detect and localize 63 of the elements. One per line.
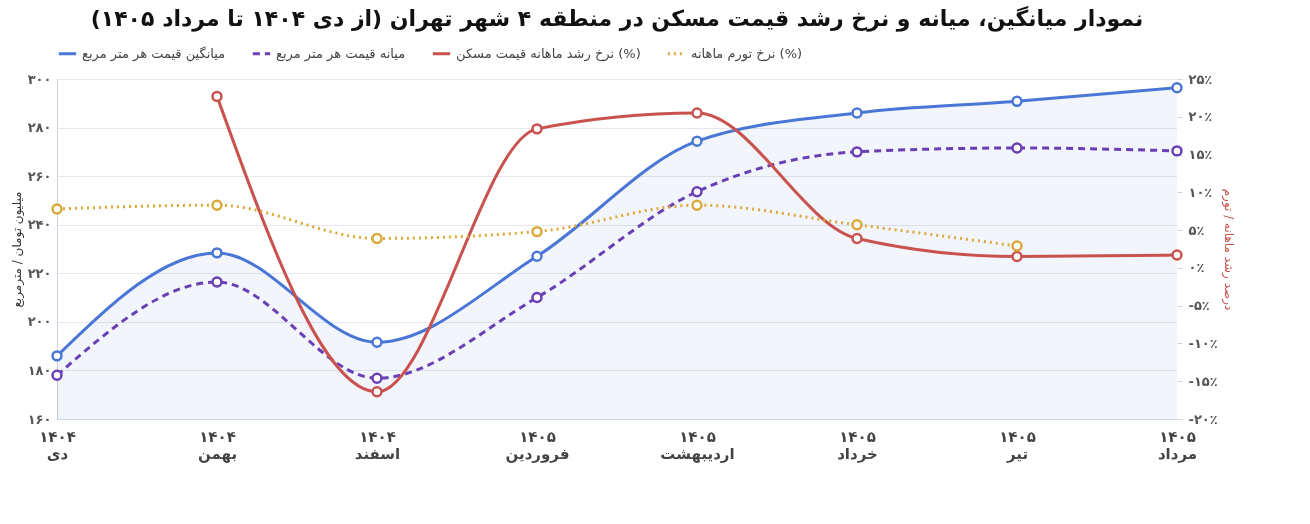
y2-tick-label: ۵٪	[1188, 222, 1205, 238]
legend-label: نرخ رشد ماهانه قیمت مسکن (%)	[456, 45, 641, 62]
point	[851, 107, 863, 119]
y-tick-label: ۲۸۰	[27, 120, 52, 136]
y2-tick-label: -۱۰٪	[1188, 335, 1218, 351]
point	[691, 185, 703, 198]
point	[51, 203, 63, 215]
x-tick-label: ۱۴۰۴ بهمن	[197, 427, 238, 463]
point	[851, 146, 863, 158]
point	[1011, 142, 1023, 154]
y2-tick-label: ۱۵٪	[1188, 147, 1213, 163]
point	[691, 135, 703, 147]
chart-title: نمودار میانگین، میانه و نرخ رشد قیمت مسکن در منطقه ۴ شهر تهران (از دی ۱۴۰۴ تا مرداد ۱۴۰۵)	[90, 5, 1144, 32]
y2-tick-label: -۲۰٪	[1188, 411, 1218, 427]
point	[1171, 145, 1183, 157]
x-tick-label: ۱۴۰۴ اسفند	[354, 427, 401, 463]
point	[1171, 82, 1183, 94]
legend-label: نرخ تورم ماهانه (%)	[691, 45, 803, 62]
y2-tick-label: -۵٪	[1188, 298, 1210, 314]
y2-tick-label: ۱۰٪	[1188, 184, 1213, 200]
x-tick-label: ۱۴۰۵ تیر	[999, 427, 1036, 463]
y-tick-label: ۲۲۰	[27, 265, 52, 281]
y2-tick-label: ۰٪	[1188, 260, 1205, 276]
y-tick-label: ۲۰۰	[27, 314, 52, 330]
y-tick-label: ۳۰۰	[27, 71, 52, 87]
point	[211, 247, 223, 259]
x-tick-label: ۱۴۰۴ دی	[39, 427, 76, 463]
point	[531, 123, 543, 135]
point	[531, 250, 543, 262]
point	[211, 90, 223, 103]
point	[211, 199, 223, 211]
point	[371, 336, 383, 348]
point	[691, 199, 703, 211]
point	[371, 386, 383, 398]
point	[531, 291, 543, 304]
point	[371, 372, 383, 384]
y-tick-label: ۲۴۰	[27, 217, 52, 233]
point	[1171, 249, 1183, 261]
point	[371, 232, 383, 245]
y-axis-title: میلیون تومان / مترمربع	[9, 191, 25, 308]
point	[1011, 240, 1023, 252]
y-tick-label: ۱۶۰	[27, 411, 52, 427]
legend-label: میانه قیمت هر متر مربع	[276, 45, 406, 62]
point	[1011, 250, 1023, 263]
point	[691, 107, 703, 119]
y-tick-label: ۲۶۰	[27, 168, 52, 184]
y2-tick-label: -۱۵٪	[1188, 373, 1218, 389]
point	[51, 369, 63, 381]
y-tick-label: ۱۸۰	[27, 362, 52, 378]
x-tick-label: ۱۴۰۵ فروردین	[505, 427, 570, 463]
point	[851, 219, 863, 231]
point	[851, 232, 863, 245]
y2-axis-title: درصد رشد ماهانه / تورم	[1220, 188, 1236, 311]
x-tick-label: ۱۴۰۵ مرداد	[1157, 427, 1198, 463]
point	[51, 350, 63, 362]
legend-label: میانگین قیمت هر متر مربع	[82, 45, 226, 62]
point	[531, 225, 543, 238]
y2-tick-label: ۲۵٪	[1188, 71, 1213, 87]
point	[1011, 95, 1023, 108]
y2-tick-label: ۲۰٪	[1188, 109, 1213, 125]
point	[211, 276, 223, 288]
x-tick-label: ۱۴۰۵ خرداد	[837, 427, 878, 463]
x-tick-label: ۱۴۰۵ اردیبهشت	[660, 427, 735, 463]
